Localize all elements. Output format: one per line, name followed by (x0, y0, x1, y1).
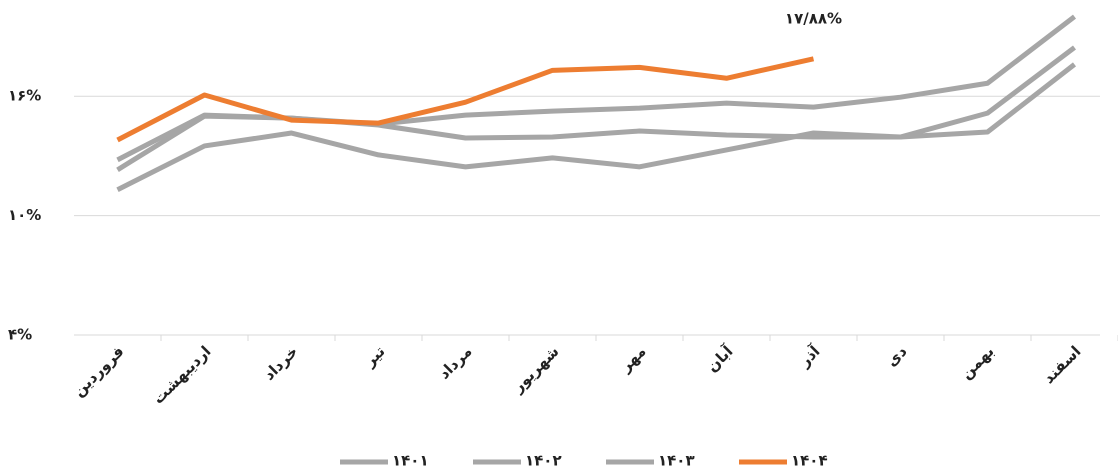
x-tick-label: آبان (703, 342, 737, 376)
x-tick-label: تیر (360, 342, 388, 370)
legend-label: ۱۴۰۱ (392, 452, 429, 470)
x-tick-label: خرداد (260, 342, 301, 383)
x-tick-label: مرداد (435, 342, 475, 382)
x-tick-label: اردیبهشت (149, 342, 214, 407)
x-tick-label: شهریور (508, 342, 562, 396)
series-line (116, 62, 1077, 192)
x-tick-label: بهمن (957, 342, 997, 382)
y-tick-label: ۱۰% (8, 206, 41, 224)
y-tick-label: ۴% (8, 326, 32, 344)
legend-label: ۱۴۰۲ (525, 452, 562, 470)
x-tick-label: دی (883, 342, 911, 370)
legend-label: ۱۴۰۳ (658, 452, 695, 470)
x-tick-label: آذر (795, 342, 824, 371)
annotation: ۱۷/۸۸% (785, 9, 842, 27)
x-tick-label: فروردین (70, 342, 128, 400)
x-tick-label: مهر (616, 342, 650, 376)
legend-label: ۱۴۰۴ (791, 452, 828, 470)
x-tick-label: اسفند (1040, 342, 1085, 387)
y-tick-label: ۱۶% (8, 87, 41, 105)
series-line (116, 56, 815, 143)
